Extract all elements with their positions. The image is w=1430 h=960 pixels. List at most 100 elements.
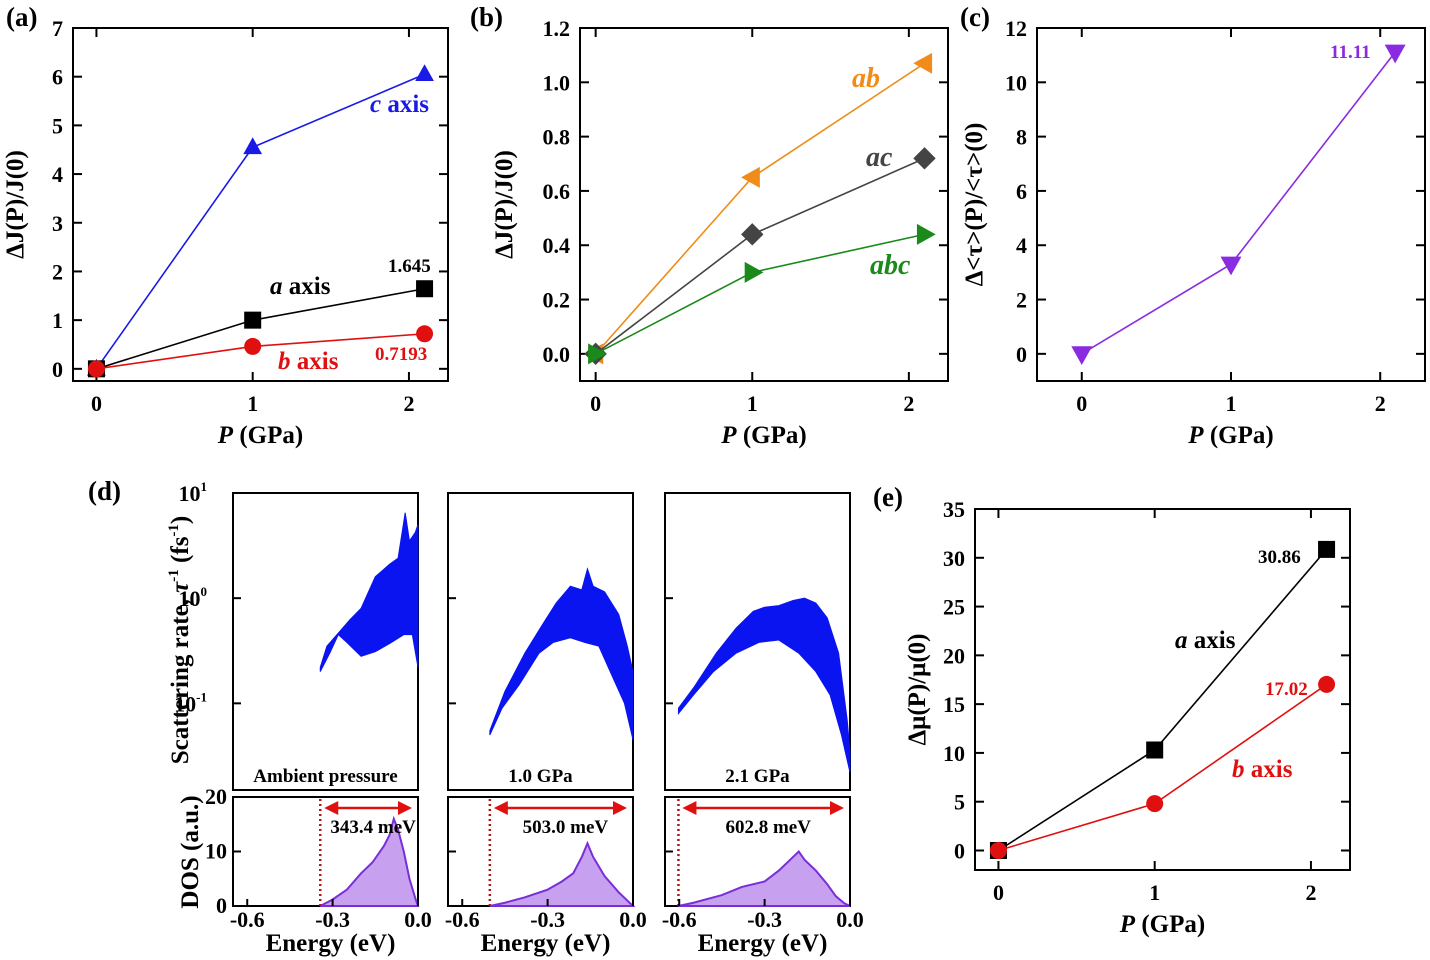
y-tick-label: 0.8 (543, 125, 571, 150)
arrow-head-left (324, 801, 339, 815)
panel-label: (e) (873, 482, 903, 512)
subpanel-1: 10-1 100 101 Ambient pressure 343.4 meV 0 10 20… (174, 479, 432, 957)
plot-frame (72, 27, 449, 382)
subpanel-3: 2.1 GPa 602.8 meV -0.6 -0.3 0.0 Energy (eV) (662, 492, 864, 957)
y-axis-label: Δμ(P)/μ(0) (904, 633, 931, 745)
y-tick-label: 0.4 (543, 233, 571, 258)
y-tick-label: 20 (943, 643, 965, 668)
y-tick-label: 2 (52, 259, 63, 284)
series-label: b axis (278, 348, 339, 375)
y-tick-label: 8 (1016, 125, 1027, 150)
scattering-rate-area (319, 512, 419, 672)
y-tick-label: 5 (52, 113, 63, 138)
y-tick-label: 2 (1016, 288, 1027, 313)
y-tick-label: 6 (1016, 179, 1027, 204)
series-line (595, 62, 925, 355)
y-tick-label: 100 (179, 584, 208, 611)
y-tick-label: 0 (954, 838, 965, 863)
y-tick-label: 7 (52, 16, 63, 41)
panel-b: 0 1 2 0.0 0.2 0.4 0.6 0.8 1.0 1.2 P (GPa) ΔJ(P)/J(0… (470, 2, 949, 449)
series-label: a axis (270, 273, 331, 300)
y-tick-label: 5 (954, 790, 965, 815)
data-point (916, 223, 936, 245)
y-axis-label: Δ<τ>(P)/<τ>(0) (961, 123, 988, 287)
x-tick-label: -0.6 (662, 907, 697, 932)
arrow-head-right (830, 801, 844, 815)
y-tick-label: 0 (216, 893, 227, 918)
series-label: c axis (370, 91, 429, 118)
x-tick-label: 2 (1375, 391, 1386, 416)
x-tick-label: 2 (1305, 880, 1316, 905)
x-axis-label: P (GPa) (720, 422, 806, 449)
x-tick-label: -0.3 (747, 907, 782, 932)
plot-frame (579, 27, 949, 382)
y-tick-label: 12 (1005, 16, 1027, 41)
series-label: ab (852, 63, 880, 94)
data-point (1318, 675, 1336, 693)
value-annotation: 11.11 (1330, 42, 1371, 63)
y-tick-label: 10 (943, 741, 965, 766)
series-line (1081, 51, 1396, 355)
series-label: abc (870, 250, 911, 281)
arrow-head-right (613, 801, 627, 815)
x-tick-label: -0.3 (530, 907, 565, 932)
data-point (744, 261, 764, 283)
y-tick-label: 1.2 (543, 16, 571, 41)
data-point (1071, 346, 1093, 366)
x-tick-label: 2 (903, 391, 914, 416)
data-point (989, 841, 1007, 859)
data-point (244, 311, 262, 329)
arrow-head-left (682, 801, 697, 815)
x-tick-label: -0.3 (315, 907, 350, 932)
data-point (913, 147, 936, 170)
x-tick-label: 1 (747, 391, 758, 416)
panel-label: (c) (960, 2, 990, 32)
y-tick-label: 10-1 (174, 689, 207, 716)
y-axis-label-top: Scattering rate, τ-1 (fs-1) (166, 516, 194, 765)
y-tick-label: 1 (52, 308, 63, 333)
y-tick-label: 0.0 (543, 342, 571, 367)
x-tick-label: 2 (403, 391, 414, 416)
x-tick-label: 0 (590, 391, 601, 416)
x-tick-label: 0.0 (619, 907, 647, 932)
y-tick-label: 6 (52, 65, 63, 90)
scattering-rate-area (677, 597, 851, 773)
gap-label: 602.8 meV (725, 817, 811, 838)
y-tick-label: 35 (943, 497, 965, 522)
y-axis-label: ΔJ(P)/J(0) (491, 150, 518, 259)
data-point (416, 280, 434, 298)
panel-label: (d) (88, 476, 121, 506)
plot-frame (974, 508, 1351, 871)
scattering-frame (447, 492, 634, 791)
x-tick-label: 0.0 (404, 907, 432, 932)
plot-frame (1036, 27, 1426, 382)
x-tick-label: 0 (1076, 391, 1087, 416)
value-annotation: 0.7193 (375, 344, 427, 365)
data-point (87, 360, 105, 378)
data-point (244, 337, 262, 355)
x-axis-label: Energy (eV) (481, 930, 611, 957)
y-tick-label: 25 (943, 595, 965, 620)
data-point (741, 166, 760, 188)
data-point (243, 137, 263, 155)
y-tick-label: 20 (205, 784, 227, 809)
data-point (1318, 540, 1336, 558)
series-label: a axis (1175, 627, 1236, 654)
pressure-label: Ambient pressure (253, 766, 397, 787)
pressure-label: 2.1 GPa (725, 766, 790, 787)
x-tick-label: 0 (993, 880, 1004, 905)
y-tick-label: 10 (205, 839, 227, 864)
panel-label: (b) (470, 2, 503, 32)
x-tick-label: 1 (247, 391, 258, 416)
x-axis-label: P (GPa) (217, 422, 303, 449)
data-point (1146, 795, 1164, 813)
scattering-rate-area (489, 567, 634, 740)
y-tick-label: 0.6 (543, 179, 571, 204)
dos-area (678, 849, 851, 907)
y-tick-label: 0.2 (543, 288, 571, 313)
y-tick-label: 10 (1005, 70, 1027, 95)
dos-area (319, 815, 420, 907)
